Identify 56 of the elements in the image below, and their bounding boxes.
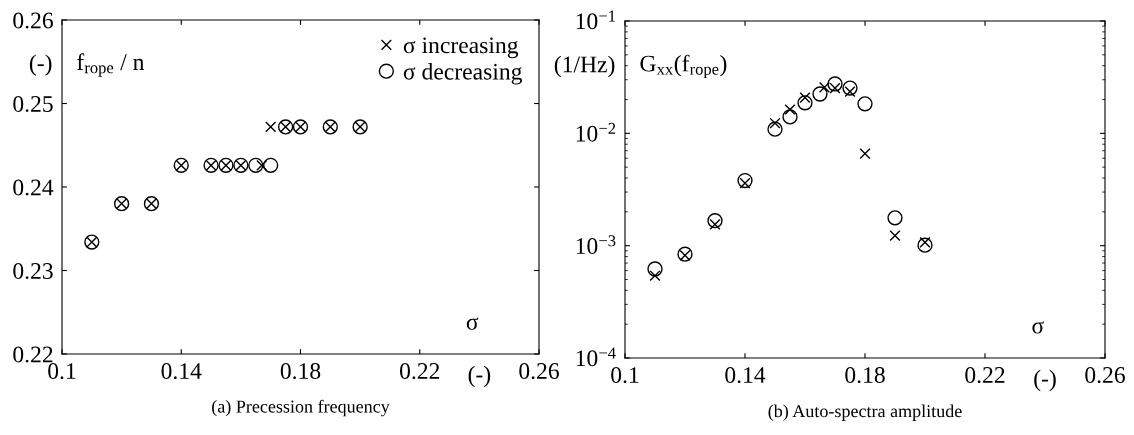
point [799,92,811,104]
point [256,159,268,171]
point [782,109,798,125]
point [739,177,751,189]
y-tick-label: 0.23 [13,262,53,280]
text: (b) Auto-spectra amplitude [768,404,962,421]
point [769,117,781,129]
point [842,80,858,96]
y-tick-label: 10$^{−1}$ [576,10,616,30]
point [709,218,721,230]
annotation: f$_{rope}$ / n [77,53,145,77]
point [784,103,796,116]
y-tick-label: 0.25 [13,95,53,113]
annotation: G$_{xx}$(f$_{rope}$) [640,54,727,79]
x-tick-label: 0.1 [48,363,76,380]
point [919,236,931,248]
point [248,157,264,173]
y-tick-label: 0.22 [13,346,53,363]
point [812,86,828,102]
point [649,270,661,282]
point [767,121,783,137]
x-tick-label: 0.26 [1085,367,1125,384]
x-tick-label: 0.18 [845,367,885,384]
y-tick-label: 10$^{−2}$ [576,122,616,142]
x-tick-label: 0.1 [611,367,639,384]
point [859,148,871,160]
x-tick-label: 0.22 [399,363,440,380]
point [263,157,279,173]
y-axis-title: (-) [29,54,52,76]
point [647,261,663,277]
point [857,96,873,112]
point [917,237,933,253]
point [844,86,856,98]
legend-label: σ decreasing [403,63,523,85]
x-axis-title: (-) [1034,369,1056,392]
x-tick-label: 0.22 [965,367,1005,384]
point [889,230,901,242]
point [887,210,903,226]
annotation: σ [466,317,479,330]
x-tick-label: 0.14 [725,367,766,384]
point [265,121,277,133]
y-tick-label: 0.24 [13,179,54,196]
y-axis-title: (1/Hz) [554,55,615,78]
y-tick-label: 10$^{−4}$ [576,347,616,367]
point [737,172,753,189]
y-tick-label: 0.26 [13,12,53,29]
legend-label: σ increasing [403,37,519,59]
annotation: σ [1032,321,1044,334]
point [707,213,723,229]
y-tick-label: 10$^{−3}$ [576,235,616,254]
point [797,95,813,111]
x-axis-title: (-) [468,365,491,388]
x-tick-label: 0.26 [519,363,559,380]
text: (a) Precession frequency [212,399,390,417]
x-tick-label: 0.18 [280,363,321,380]
x-tick-label: 0.14 [161,363,202,380]
